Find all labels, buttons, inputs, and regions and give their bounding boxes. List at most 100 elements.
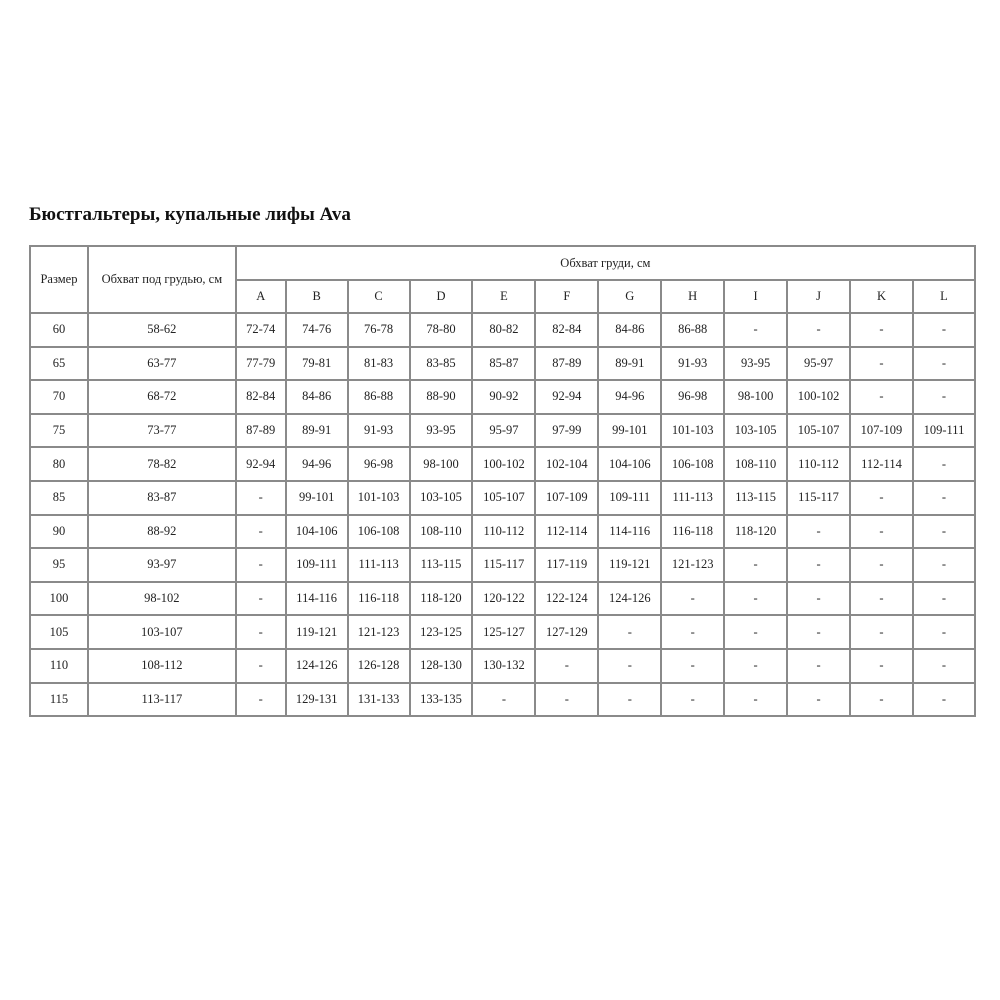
bust-cell: 107-109 xyxy=(849,412,914,449)
bust-cell: 117-119 xyxy=(534,547,600,583)
cup-header-J: J xyxy=(786,279,851,314)
size-cell: 110 xyxy=(29,647,89,684)
bust-cell: 82-84 xyxy=(234,379,287,415)
bust-cell: - xyxy=(911,547,977,583)
bust-cell: - xyxy=(723,580,789,617)
cup-header-E: E xyxy=(471,279,537,314)
bust-cell: - xyxy=(234,513,287,550)
bust-cell: 76-78 xyxy=(346,312,411,348)
bust-cell: 123-125 xyxy=(408,614,474,650)
bust-cell: - xyxy=(911,312,977,348)
bust-cell: - xyxy=(660,580,726,617)
bust-cell: 112-114 xyxy=(849,446,914,482)
bust-cell: - xyxy=(234,547,287,583)
bust-cell: 125-127 xyxy=(471,614,537,650)
bust-cell: - xyxy=(849,580,914,617)
bust-cell: - xyxy=(849,345,914,382)
bust-cell: - xyxy=(786,513,851,550)
bust-cell: - xyxy=(723,547,789,583)
bust-cell: 78-80 xyxy=(408,312,474,348)
cup-header-L: L xyxy=(911,279,977,314)
bust-cell: 129-131 xyxy=(284,681,349,718)
cup-header-G: G xyxy=(597,279,663,314)
bust-cell: 88-90 xyxy=(408,379,474,415)
bust-cell: 128-130 xyxy=(408,647,474,684)
bust-cell: 103-105 xyxy=(723,412,789,449)
bust-cell: 92-94 xyxy=(534,379,600,415)
header-underbust: Обхват под грудью, см xyxy=(86,245,237,314)
bust-cell: 74-76 xyxy=(284,312,349,348)
table-row: 105 103-107-119-121 121-123 123-125 125-127 1… xyxy=(29,614,977,650)
bust-cell: 79-81 xyxy=(284,345,349,382)
bust-cell: - xyxy=(911,513,977,550)
bust-cell: 91-93 xyxy=(346,412,411,449)
bust-cell: 118-120 xyxy=(408,580,474,617)
bust-cell: 119-121 xyxy=(597,547,663,583)
bust-cell: 102-104 xyxy=(534,446,600,482)
size-cell: 105 xyxy=(29,614,89,650)
bust-cell: 111-113 xyxy=(660,479,726,516)
cup-header-C: C xyxy=(346,279,411,314)
bust-cell: 110-112 xyxy=(786,446,851,482)
bust-cell: 89-91 xyxy=(284,412,349,449)
bust-cell: 106-108 xyxy=(660,446,726,482)
underbust-cell: 98-102 xyxy=(86,580,237,617)
bust-cell: 91-93 xyxy=(660,345,726,382)
bust-cell: 100-102 xyxy=(786,379,851,415)
size-cell: 95 xyxy=(29,547,89,583)
bust-cell: 115-117 xyxy=(786,479,851,516)
bust-cell: - xyxy=(911,379,977,415)
bust-cell: 83-85 xyxy=(408,345,474,382)
bust-cell: - xyxy=(234,580,287,617)
bust-cell: - xyxy=(786,580,851,617)
bust-cell: 104-106 xyxy=(597,446,663,482)
bust-cell: 99-101 xyxy=(597,412,663,449)
bust-cell: 97-99 xyxy=(534,412,600,449)
bust-cell: 93-95 xyxy=(723,345,789,382)
bust-cell: 106-108 xyxy=(346,513,411,550)
bust-cell: 105-107 xyxy=(786,412,851,449)
underbust-cell: 113-117 xyxy=(86,681,237,718)
table-row: 70 68-72 82-84 84-86 86-88 88-90 90-92 92-94 94-… xyxy=(29,379,977,415)
bust-cell: - xyxy=(786,312,851,348)
bust-cell: - xyxy=(234,479,287,516)
bust-cell: 101-103 xyxy=(346,479,411,516)
bust-cell: - xyxy=(849,614,914,650)
bust-cell: 121-123 xyxy=(660,547,726,583)
bust-cell: - xyxy=(597,681,663,718)
bust-cell: - xyxy=(911,681,977,718)
bust-cell: - xyxy=(911,345,977,382)
underbust-cell: 58-62 xyxy=(86,312,237,348)
underbust-cell: 63-77 xyxy=(86,345,237,382)
bust-cell: - xyxy=(723,312,789,348)
bust-cell: 95-97 xyxy=(786,345,851,382)
bust-cell: - xyxy=(849,379,914,415)
table-row: 100 98-102-114-116 116-118 118-120 120-122 12… xyxy=(29,580,977,617)
bust-cell: 108-110 xyxy=(723,446,789,482)
bust-cell: 94-96 xyxy=(284,446,349,482)
bust-cell: 90-92 xyxy=(471,379,537,415)
bust-cell: - xyxy=(849,513,914,550)
bust-cell: 99-101 xyxy=(284,479,349,516)
bust-cell: - xyxy=(597,614,663,650)
bust-cell: 109-111 xyxy=(911,412,977,449)
underbust-cell: 68-72 xyxy=(86,379,237,415)
bust-cell: 86-88 xyxy=(346,379,411,415)
bust-cell: 100-102 xyxy=(471,446,537,482)
bust-cell: 81-83 xyxy=(346,345,411,382)
bust-cell: 84-86 xyxy=(597,312,663,348)
bust-cell: 112-114 xyxy=(534,513,600,550)
bust-cell: 94-96 xyxy=(597,379,663,415)
size-cell: 90 xyxy=(29,513,89,550)
bust-cell: 72-74 xyxy=(234,312,287,348)
bust-cell: - xyxy=(911,614,977,650)
bust-cell: - xyxy=(849,681,914,718)
bust-cell: 113-115 xyxy=(408,547,474,583)
table-row: 65 63-77 77-79 79-81 81-83 83-85 85-87 87-89 89-… xyxy=(29,345,977,382)
bust-cell: 87-89 xyxy=(534,345,600,382)
bust-cell: - xyxy=(911,446,977,482)
underbust-cell: 73-77 xyxy=(86,412,237,449)
cup-header-A: A xyxy=(234,279,287,314)
bust-cell: 124-126 xyxy=(597,580,663,617)
bust-cell: 121-123 xyxy=(346,614,411,650)
